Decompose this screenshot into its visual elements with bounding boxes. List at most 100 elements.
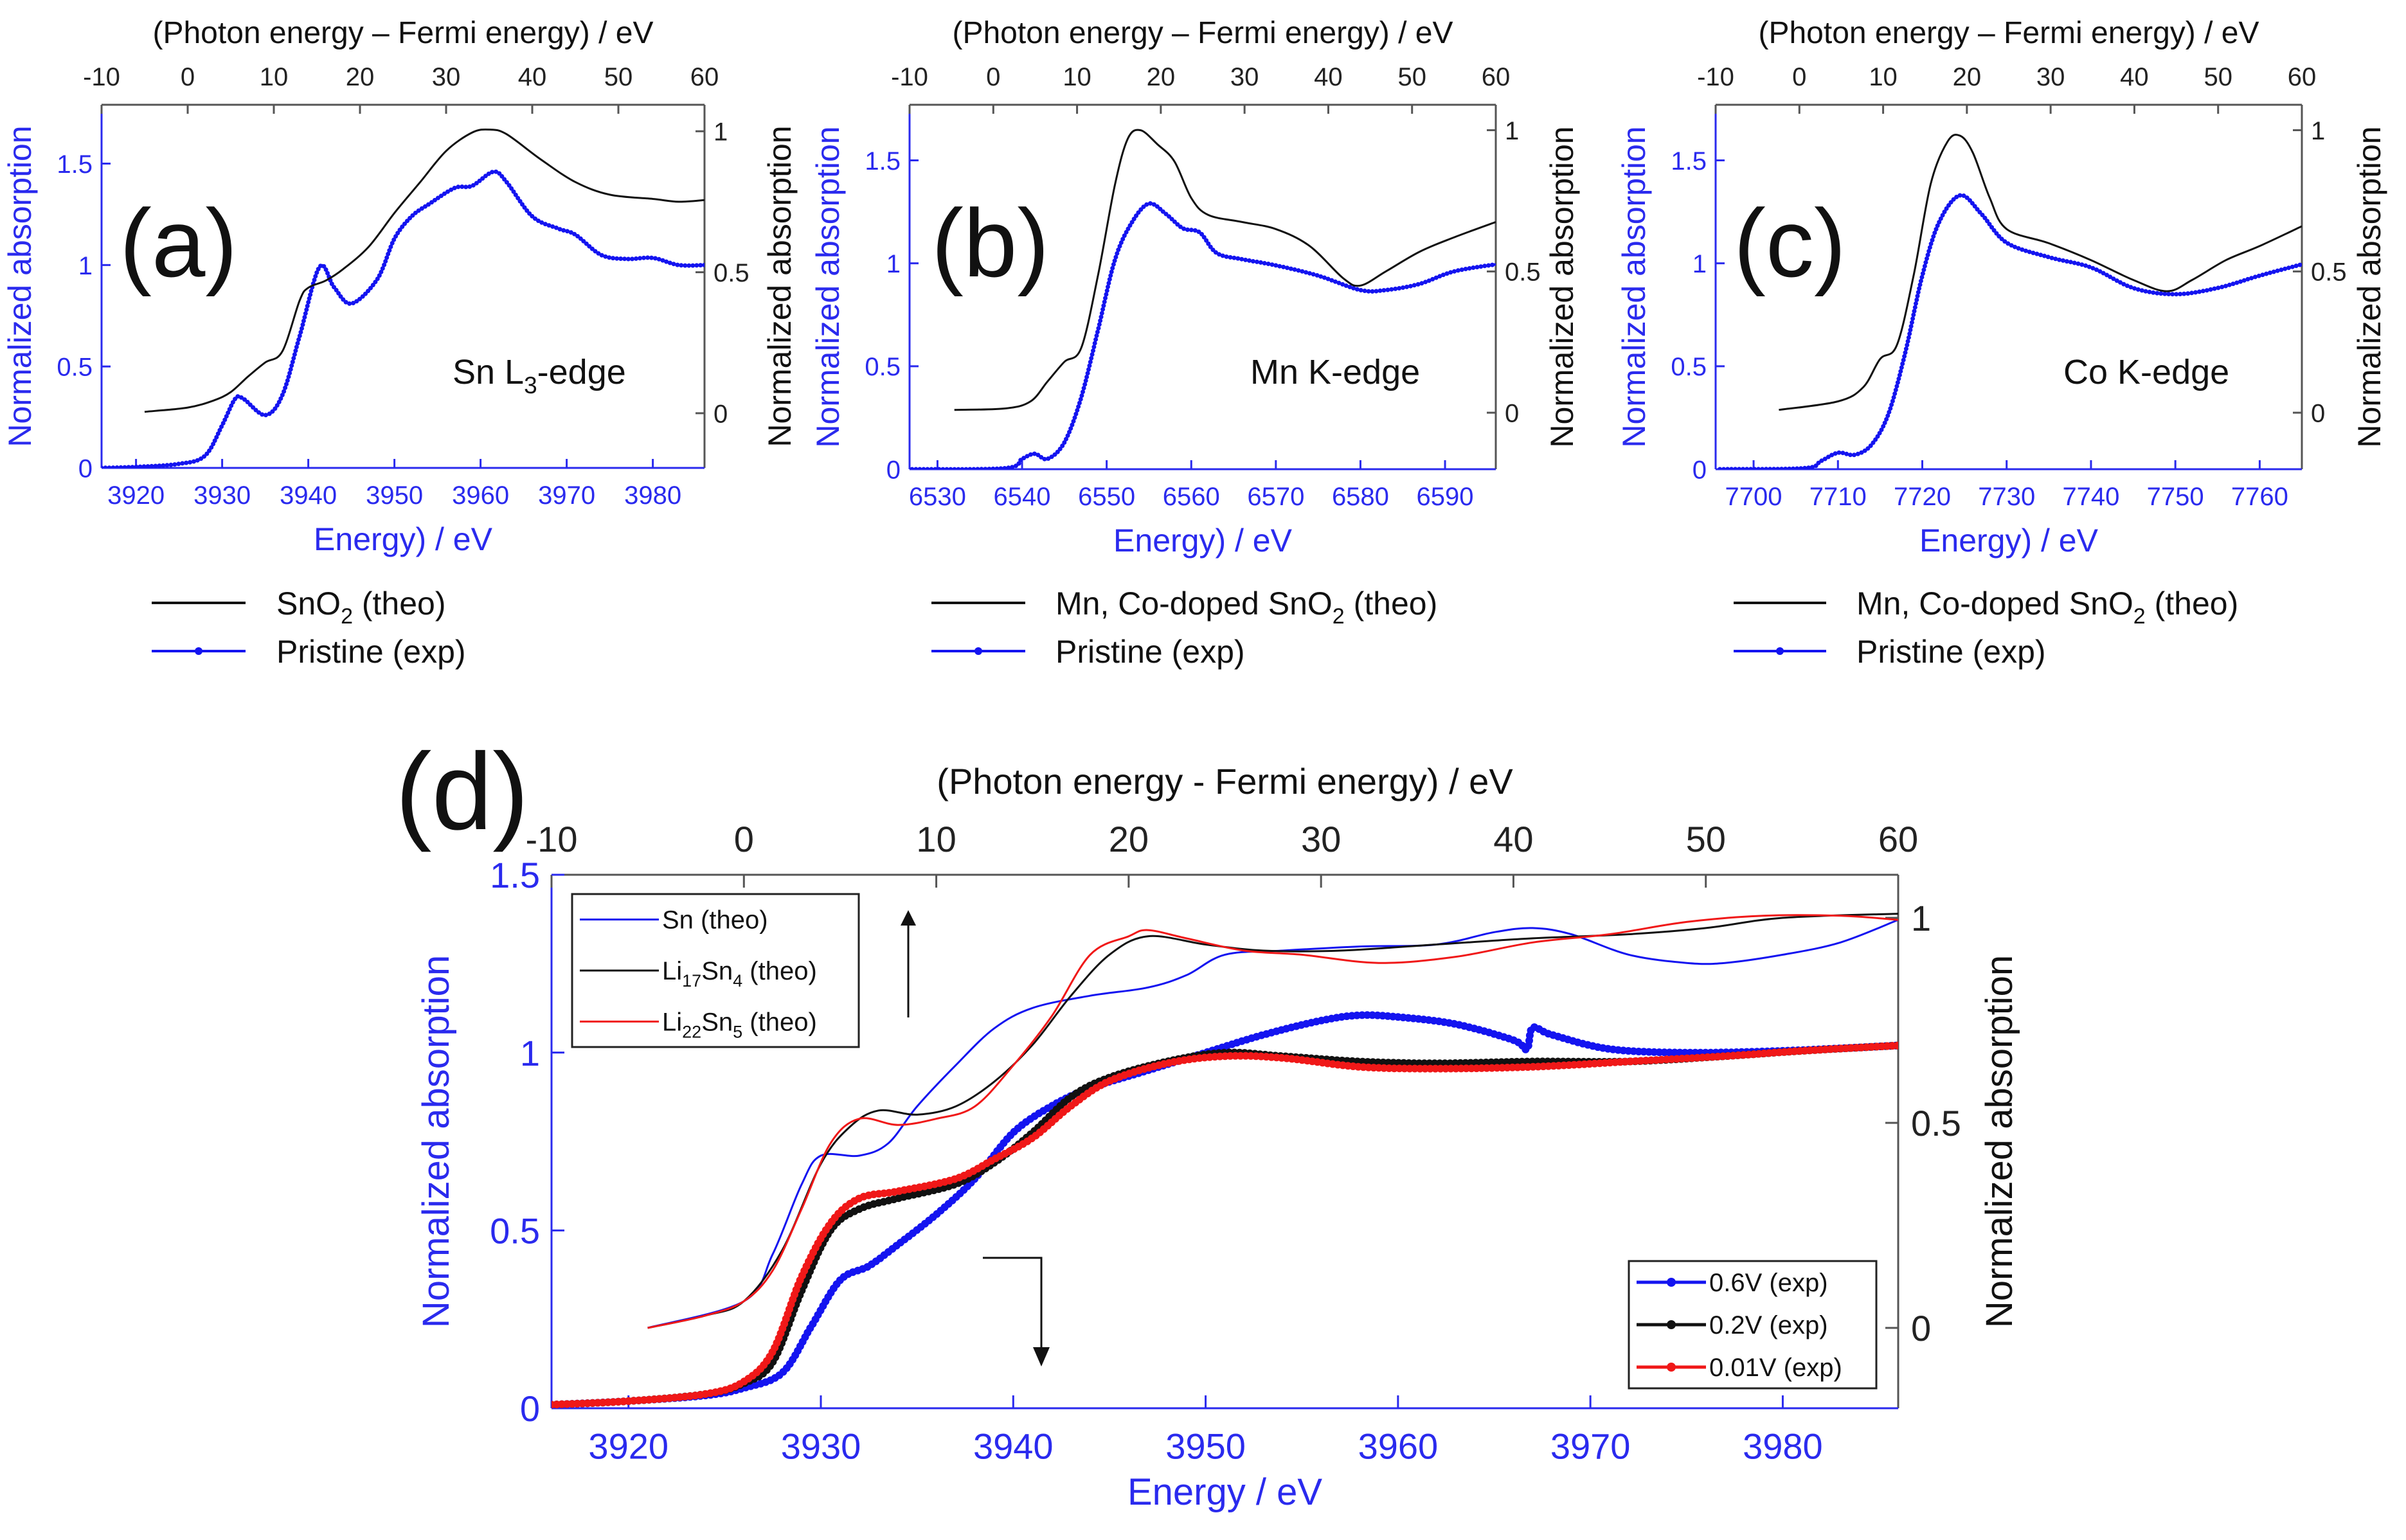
x-tick-label: 7700	[1725, 483, 1782, 511]
data-marker	[1169, 217, 1174, 222]
y-right-axis-label: Normalized absorption	[762, 125, 798, 447]
y-left-tick-label: 0.5	[865, 353, 901, 381]
data-marker	[1415, 282, 1421, 287]
data-marker	[192, 459, 196, 464]
data-marker	[2231, 282, 2236, 287]
data-marker	[1423, 280, 1428, 285]
data-marker	[1927, 245, 1932, 250]
data-marker	[1107, 277, 1112, 282]
data-marker	[937, 467, 942, 469]
data-marker	[202, 454, 206, 459]
legend-label: 0.2V (exp)	[1709, 1311, 1828, 1339]
text-part: (theo)	[742, 957, 817, 985]
data-marker	[1891, 395, 1896, 400]
data-marker	[2053, 256, 2058, 262]
x-tick-label: 3970	[538, 481, 595, 510]
data-marker	[964, 467, 969, 469]
legend-label: 0.01V (exp)	[1709, 1354, 1842, 1382]
data-marker	[1106, 284, 1110, 289]
data-marker	[387, 248, 392, 253]
data-marker	[2204, 288, 2209, 293]
data-marker	[287, 371, 292, 375]
data-marker	[1917, 282, 1923, 287]
data-marker	[1358, 288, 1363, 292]
data-marker	[1393, 286, 1398, 291]
data-marker	[611, 256, 616, 261]
data-marker	[1315, 273, 1320, 278]
data-marker	[1915, 294, 1920, 299]
data-marker	[1875, 434, 1880, 439]
data-marker	[1148, 201, 1153, 206]
data-marker	[226, 410, 231, 415]
data-marker	[2105, 273, 2109, 278]
data-marker	[1087, 363, 1092, 368]
top-tick-label: 10	[1869, 63, 1898, 91]
data-marker	[122, 465, 127, 468]
data-marker	[1944, 206, 1949, 211]
text-part: (theo)	[742, 1008, 817, 1036]
data-marker	[1923, 260, 1928, 265]
top-tick-label: 60	[1878, 819, 1918, 859]
data-marker	[2031, 251, 2036, 255]
data-marker	[180, 461, 185, 466]
data-marker	[1039, 454, 1044, 460]
data-marker	[1082, 382, 1088, 387]
panel-label: (c)	[1734, 189, 1846, 297]
subscript: 2	[341, 604, 353, 629]
data-marker	[1100, 307, 1106, 312]
data-marker	[1204, 238, 1209, 243]
data-marker	[300, 322, 305, 327]
data-marker	[2249, 276, 2254, 281]
data-marker	[338, 294, 343, 299]
data-marker	[1452, 269, 1457, 274]
data-marker	[1079, 393, 1084, 398]
data-marker	[1900, 361, 1905, 366]
y-left-tick-label: 0	[78, 454, 93, 483]
y-right-tick-label: 0.5	[714, 259, 750, 287]
data-marker	[1989, 225, 1994, 230]
data-marker	[1077, 400, 1082, 406]
data-marker	[1060, 443, 1065, 449]
data-marker	[1826, 454, 1831, 460]
data-marker	[2297, 262, 2302, 267]
data-marker	[2061, 258, 2065, 263]
data-marker	[397, 228, 402, 233]
data-marker	[2009, 243, 2014, 248]
text-part: (theo)	[2146, 586, 2239, 622]
data-marker	[1840, 451, 1845, 456]
data-marker	[1064, 436, 1068, 442]
data-marker	[1865, 446, 1871, 451]
data-marker	[618, 256, 624, 261]
data-marker	[1903, 350, 1908, 355]
data-marker	[940, 467, 946, 469]
data-marker	[1250, 259, 1255, 264]
series-line	[647, 918, 1898, 1329]
data-marker	[1016, 461, 1021, 466]
data-marker	[2024, 248, 2028, 253]
data-marker	[1893, 388, 1898, 393]
data-marker	[1926, 249, 1932, 254]
data-marker	[1127, 223, 1133, 228]
data-marker	[1912, 305, 1917, 310]
data-marker	[1304, 270, 1309, 275]
data-marker	[656, 256, 661, 262]
data-marker	[357, 296, 363, 301]
x-tick-label: 6580	[1332, 483, 1389, 511]
data-marker	[550, 224, 555, 229]
top-tick-label: 30	[1230, 63, 1259, 91]
data-marker	[370, 283, 375, 287]
data-marker	[1885, 413, 1890, 418]
data-marker	[285, 378, 290, 383]
data-marker	[626, 256, 631, 262]
data-marker	[2155, 291, 2160, 296]
x-tick-label: 3960	[452, 481, 509, 510]
data-marker	[377, 273, 382, 278]
data-marker	[1938, 216, 1943, 221]
data-marker	[1906, 335, 1911, 340]
data-marker	[1895, 380, 1900, 385]
y-left-tick-label: 0	[1692, 456, 1707, 484]
data-marker	[2216, 285, 2221, 291]
data-marker	[1118, 240, 1124, 245]
data-marker	[933, 467, 938, 469]
data-marker	[288, 367, 293, 372]
